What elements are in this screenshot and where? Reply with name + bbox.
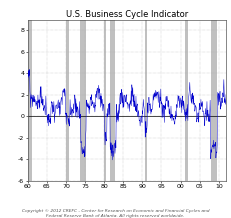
- Bar: [28, 20, 32, 181]
- Bar: [66, 20, 69, 181]
- Bar: [80, 20, 86, 181]
- Bar: [211, 20, 217, 181]
- Title: U.S. Business Cycle Indicator: U.S. Business Cycle Indicator: [66, 10, 188, 19]
- Bar: [185, 20, 188, 181]
- Text: Copyright © 2012 CREFC - Center for Research on Economic and Financial Cycles an: Copyright © 2012 CREFC - Center for Rese…: [22, 209, 209, 218]
- Bar: [110, 20, 115, 181]
- Bar: [104, 20, 106, 181]
- Bar: [145, 20, 147, 181]
